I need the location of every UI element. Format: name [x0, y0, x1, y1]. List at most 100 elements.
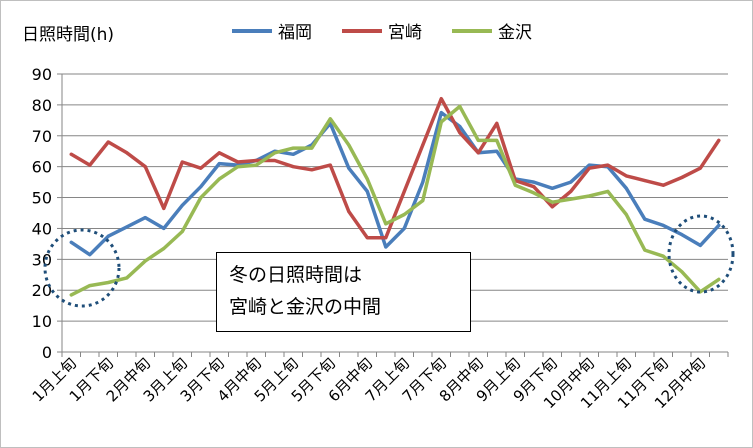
data-point [532, 185, 536, 189]
data-point [310, 146, 314, 150]
data-point [624, 186, 628, 190]
data-point [495, 138, 499, 142]
data-point [88, 284, 92, 288]
highlight-circle-left [43, 228, 121, 308]
data-point [476, 138, 480, 142]
data-point [365, 177, 369, 181]
data-point [458, 125, 462, 129]
legend-label-kanazawa: 金沢 [498, 23, 532, 43]
data-point [291, 165, 295, 169]
data-point [217, 151, 221, 155]
data-point [254, 163, 258, 167]
data-point [291, 146, 295, 150]
data-point [717, 223, 721, 227]
y-tick-label: 0 [42, 343, 52, 362]
data-point [347, 143, 351, 147]
data-point [69, 293, 73, 297]
data-point [273, 158, 277, 162]
data-point [550, 205, 554, 209]
data-point [680, 270, 684, 274]
highlight-circle-right [667, 214, 735, 294]
annotation-box: 冬の日照時間は 宮崎と金沢の中間 [216, 252, 471, 332]
series-line-1 [69, 96, 721, 240]
legend-label-miyazaki: 宮崎 [388, 23, 422, 43]
data-point [143, 216, 147, 220]
data-point [643, 179, 647, 183]
data-point [199, 166, 203, 170]
data-point [384, 236, 388, 240]
legend-item-kanazawa: 金沢 [452, 18, 532, 43]
data-point [495, 121, 499, 125]
data-point [291, 152, 295, 156]
data-point [550, 200, 554, 204]
annotation-line-2: 宮崎と金沢の中間 [229, 296, 382, 318]
data-point [69, 240, 73, 244]
data-point [125, 276, 129, 280]
data-point [606, 163, 610, 167]
data-point [606, 189, 610, 193]
data-point [439, 97, 443, 101]
data-point [106, 281, 110, 284]
data-point [624, 174, 628, 178]
data-point [88, 163, 92, 167]
data-point [273, 151, 277, 155]
y-tick-label: 20 [32, 281, 52, 300]
data-point [217, 177, 221, 181]
data-point [106, 234, 110, 238]
data-point [180, 160, 184, 164]
data-point [717, 277, 721, 281]
y-tick-label: 60 [32, 158, 52, 177]
legend-swatch-fukuoka [232, 28, 272, 33]
data-point [532, 191, 536, 195]
data-point [365, 189, 369, 193]
data-point [106, 140, 110, 144]
data-point [439, 111, 443, 115]
data-point [421, 180, 425, 184]
data-point [513, 183, 517, 187]
legend-item-fukuoka: 福岡 [232, 18, 312, 43]
data-point [458, 104, 462, 108]
data-point [199, 185, 203, 189]
data-point [661, 183, 665, 187]
data-point [125, 225, 129, 229]
data-point [624, 213, 628, 217]
data-point [328, 163, 332, 167]
data-point [587, 166, 591, 170]
data-point [217, 162, 221, 166]
data-point [162, 247, 166, 251]
data-point [402, 189, 406, 193]
data-point [661, 254, 665, 258]
data-point [680, 175, 684, 179]
legend-label-fukuoka: 福岡 [278, 23, 312, 43]
data-point [199, 196, 203, 200]
data-point [365, 236, 369, 240]
data-point [347, 209, 351, 213]
series-line-2 [69, 104, 721, 297]
data-point [717, 138, 721, 142]
data-point [125, 151, 129, 155]
legend-item-miyazaki: 宮崎 [342, 18, 422, 43]
data-point [421, 143, 425, 147]
data-point [476, 151, 480, 155]
y-axis-title: 日照時間(h) [22, 25, 115, 45]
data-point [236, 160, 240, 164]
data-point [532, 180, 536, 184]
data-point [458, 131, 462, 135]
series-line-0 [69, 110, 721, 257]
legend-swatch-kanazawa [452, 28, 492, 33]
data-point [569, 180, 573, 184]
data-point [643, 248, 647, 252]
data-point [698, 166, 702, 170]
data-point [587, 163, 591, 167]
data-point [143, 165, 147, 169]
y-tick-label: 40 [32, 219, 52, 238]
y-tick-label: 30 [32, 250, 52, 269]
data-point [88, 253, 92, 257]
data-point [680, 233, 684, 237]
data-point [384, 222, 388, 226]
data-point [495, 149, 499, 153]
annotation-line-1: 冬の日照時間は [229, 264, 363, 286]
data-point [236, 165, 240, 169]
data-point [384, 245, 388, 249]
legend-swatch-miyazaki [342, 28, 382, 33]
